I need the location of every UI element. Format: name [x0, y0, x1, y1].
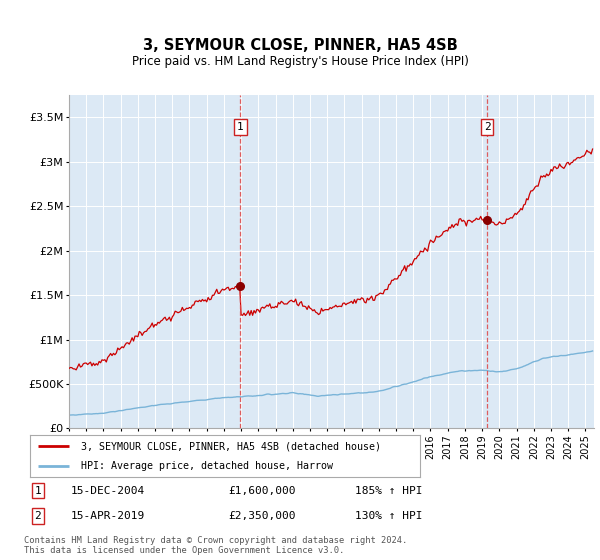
- Text: £2,350,000: £2,350,000: [228, 511, 296, 521]
- Text: 1: 1: [237, 122, 244, 132]
- Text: 130% ↑ HPI: 130% ↑ HPI: [355, 511, 422, 521]
- Text: 1: 1: [34, 486, 41, 496]
- Text: 2: 2: [484, 122, 490, 132]
- Text: 2: 2: [34, 511, 41, 521]
- Text: 15-DEC-2004: 15-DEC-2004: [71, 486, 145, 496]
- Text: 3, SEYMOUR CLOSE, PINNER, HA5 4SB (detached house): 3, SEYMOUR CLOSE, PINNER, HA5 4SB (detac…: [81, 441, 381, 451]
- Text: 3, SEYMOUR CLOSE, PINNER, HA5 4SB: 3, SEYMOUR CLOSE, PINNER, HA5 4SB: [143, 38, 457, 53]
- Text: HPI: Average price, detached house, Harrow: HPI: Average price, detached house, Harr…: [81, 461, 333, 471]
- Text: £1,600,000: £1,600,000: [228, 486, 296, 496]
- Text: 185% ↑ HPI: 185% ↑ HPI: [355, 486, 422, 496]
- Text: Contains HM Land Registry data © Crown copyright and database right 2024.: Contains HM Land Registry data © Crown c…: [24, 536, 407, 545]
- Text: 15-APR-2019: 15-APR-2019: [71, 511, 145, 521]
- Text: This data is licensed under the Open Government Licence v3.0.: This data is licensed under the Open Gov…: [24, 545, 344, 555]
- Text: Price paid vs. HM Land Registry's House Price Index (HPI): Price paid vs. HM Land Registry's House …: [131, 55, 469, 68]
